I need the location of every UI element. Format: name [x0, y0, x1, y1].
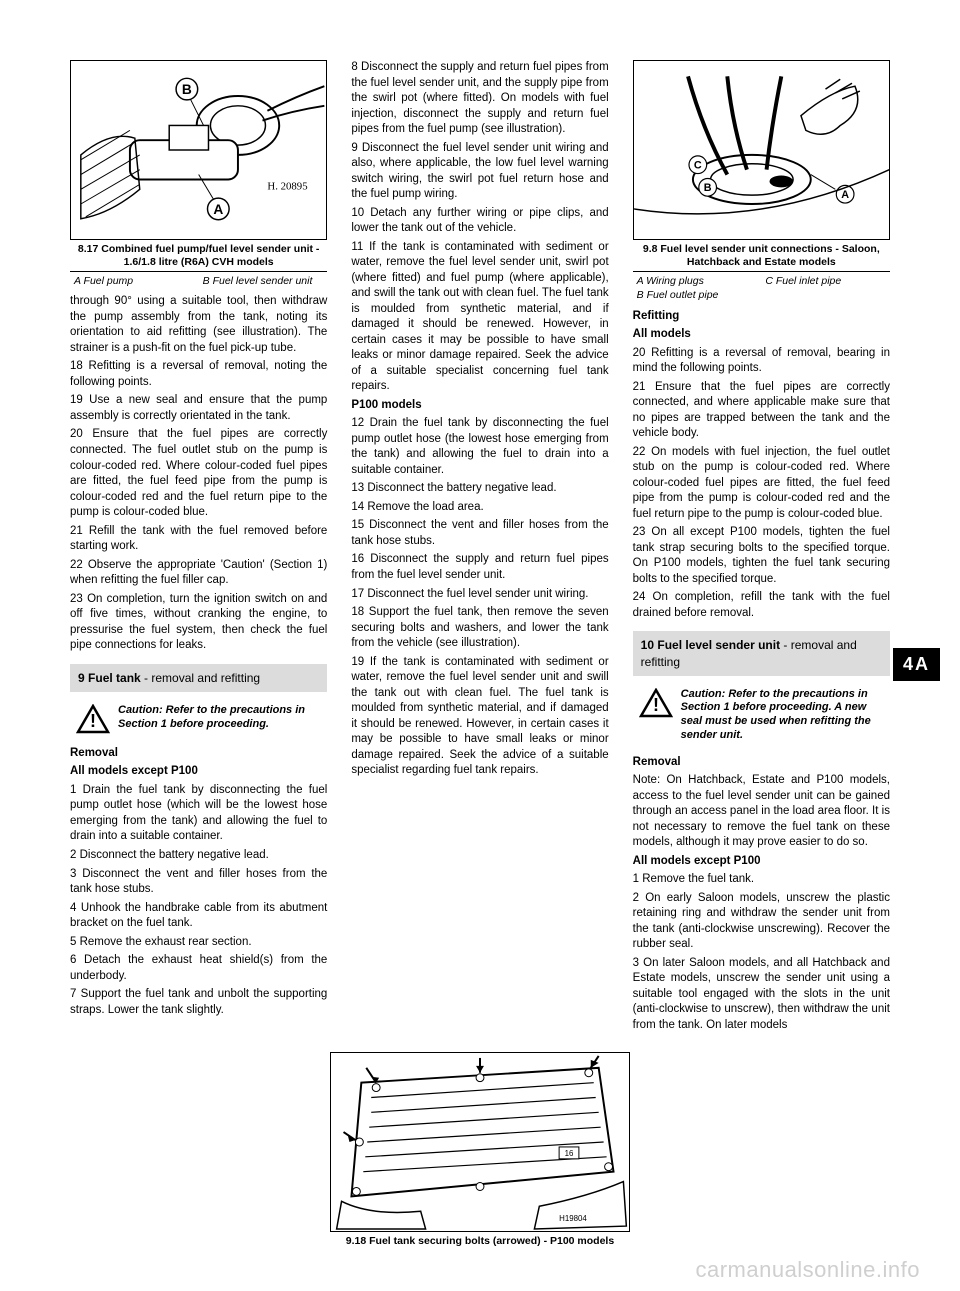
- figure-8-17-svg: B A H. 20895: [71, 61, 326, 239]
- body-text: 20 Ensure that the fuel pipes are correc…: [70, 427, 327, 520]
- body-text: 19 Use a new seal and ensure that the pu…: [70, 393, 327, 424]
- subhead-all-except: All models except P100: [633, 854, 890, 870]
- body-text: 1 Remove the fuel tank.: [633, 872, 890, 888]
- legend-b: B Fuel level sender unit: [203, 274, 324, 288]
- figure-8-17-legend: A Fuel pump B Fuel level sender unit: [70, 271, 327, 290]
- body-text: Note: On Hatchback, Estate and P100 mode…: [633, 773, 890, 851]
- svg-text:H. 20895: H. 20895: [267, 180, 307, 192]
- body-text: 24 On completion, refill the tank with t…: [633, 590, 890, 621]
- figure-9-8-caption: 9.8 Fuel level sender unit connections -…: [633, 240, 890, 271]
- body-text: 23 On all except P100 models, tighten th…: [633, 525, 890, 587]
- subhead-all-models: All models: [633, 327, 890, 343]
- subhead-p100: P100 models: [351, 398, 608, 414]
- section-number: 9: [78, 671, 85, 685]
- section-number: 10: [641, 638, 654, 652]
- legend-a: A Wiring plugs: [637, 274, 758, 288]
- figure-8-17-caption: 8.17 Combined fuel pump/fuel level sende…: [70, 240, 327, 271]
- body-text: through 90° using a suitable tool, then …: [70, 294, 327, 356]
- figure-9-18-svg: 16 H19804: [331, 1053, 629, 1231]
- body-text: 1 Drain the fuel tank by disconnecting t…: [70, 783, 327, 845]
- body-text: 6 Detach the exhaust heat shield(s) from…: [70, 953, 327, 984]
- body-text: 22 Observe the appropriate 'Caution' (Se…: [70, 558, 327, 589]
- body-text: 14 Remove the load area.: [351, 500, 608, 516]
- body-text: 10 Detach any further wiring or pipe cli…: [351, 206, 608, 237]
- caution-box-10: ! Caution: Refer to the precautions in S…: [633, 684, 890, 747]
- figure-9-18: 16 H19804 9.18 Fuel tank securing bolts …: [330, 1052, 630, 1251]
- warning-icon: !: [639, 688, 673, 718]
- body-text: 22 On models with fuel injection, the fu…: [633, 445, 890, 523]
- body-text: 4 Unhook the handbrake cable from its ab…: [70, 901, 327, 932]
- svg-text:H19804: H19804: [559, 1215, 587, 1224]
- svg-text:B: B: [182, 82, 192, 97]
- section-subtitle: - removal and refitting: [141, 671, 260, 685]
- body-text: 23 On completion, turn the ignition swit…: [70, 592, 327, 654]
- svg-text:!: !: [653, 695, 659, 715]
- body-text: 15 Disconnect the vent and filler hoses …: [351, 518, 608, 549]
- caution-text: Caution: Refer to the precautions in Sec…: [118, 704, 321, 732]
- subhead-all-except: All models except P100: [70, 764, 327, 780]
- body-text: 3 Disconnect the vent and filler hoses f…: [70, 867, 327, 898]
- column-left: B A H. 20895 8.17 Combined fuel pump/fue…: [70, 60, 327, 1036]
- subhead-refitting: Refitting: [633, 309, 890, 325]
- svg-text:16: 16: [565, 1149, 574, 1158]
- svg-text:!: !: [90, 711, 96, 731]
- body-text: 16 Disconnect the supply and return fuel…: [351, 552, 608, 583]
- figure-9-8-legend: A Wiring plugs B Fuel outlet pipe C Fuel…: [633, 271, 890, 304]
- watermark: carmanualsonline.info: [695, 1257, 920, 1283]
- body-text: 18 Support the fuel tank, then remove th…: [351, 605, 608, 652]
- body-text: 8 Disconnect the supply and return fuel …: [351, 60, 608, 138]
- warning-icon: !: [76, 704, 110, 734]
- legend-a: A Fuel pump: [74, 274, 195, 288]
- caution-box-9: ! Caution: Refer to the precautions in S…: [70, 700, 327, 738]
- legend-c: C Fuel inlet pipe: [765, 274, 886, 288]
- body-text: 20 Refitting is a reversal of removal, b…: [633, 346, 890, 377]
- figure-9-8-svg: C B A: [634, 61, 889, 239]
- section-10-header: 10 Fuel level sender unit - removal and …: [633, 631, 890, 675]
- body-text: 21 Ensure that the fuel pipes are correc…: [633, 380, 890, 442]
- caution-text: Caution: Refer to the precautions in Sec…: [681, 688, 884, 743]
- body-text: 2 On early Saloon models, unscrew the pl…: [633, 891, 890, 953]
- svg-text:C: C: [694, 160, 702, 172]
- svg-text:B: B: [703, 182, 711, 194]
- body-text: 13 Disconnect the battery negative lead.: [351, 481, 608, 497]
- body-text: 17 Disconnect the fuel level sender unit…: [351, 587, 608, 603]
- body-text: 12 Drain the fuel tank by disconnecting …: [351, 416, 608, 478]
- section-9-header: 9 Fuel tank - removal and refitting: [70, 664, 327, 692]
- body-text: 3 On later Saloon models, and all Hatchb…: [633, 956, 890, 1034]
- svg-text:A: A: [213, 202, 223, 217]
- section-title: Fuel level sender unit: [657, 638, 780, 652]
- body-text: 21 Refill the tank with the fuel removed…: [70, 524, 327, 555]
- section-title: Fuel tank: [88, 671, 141, 685]
- body-text: 18 Refitting is a reversal of removal, n…: [70, 359, 327, 390]
- body-text: 7 Support the fuel tank and unbolt the s…: [70, 987, 327, 1018]
- body-text: 19 If the tank is contaminated with sedi…: [351, 655, 608, 779]
- subhead-removal: Removal: [70, 746, 327, 762]
- body-text: 11 If the tank is contaminated with sedi…: [351, 240, 608, 395]
- figure-9-18-caption: 9.18 Fuel tank securing bolts (arrowed) …: [330, 1232, 630, 1251]
- figure-8-17: B A H. 20895 8.17 Combined fuel pump/fue…: [70, 60, 327, 290]
- column-middle: 8 Disconnect the supply and return fuel …: [351, 60, 608, 1036]
- body-text: 2 Disconnect the battery negative lead.: [70, 848, 327, 864]
- legend-b: B Fuel outlet pipe: [637, 288, 758, 302]
- subhead-removal: Removal: [633, 755, 890, 771]
- page-section-tab: 4A: [893, 648, 940, 681]
- body-text: 9 Disconnect the fuel level sender unit …: [351, 141, 608, 203]
- figure-9-8: C B A 9.8 Fuel level sender unit connect…: [633, 60, 890, 305]
- column-right: C B A 9.8 Fuel level sender unit connect…: [633, 60, 890, 1036]
- svg-text:A: A: [841, 189, 849, 201]
- body-text: 5 Remove the exhaust rear section.: [70, 935, 327, 951]
